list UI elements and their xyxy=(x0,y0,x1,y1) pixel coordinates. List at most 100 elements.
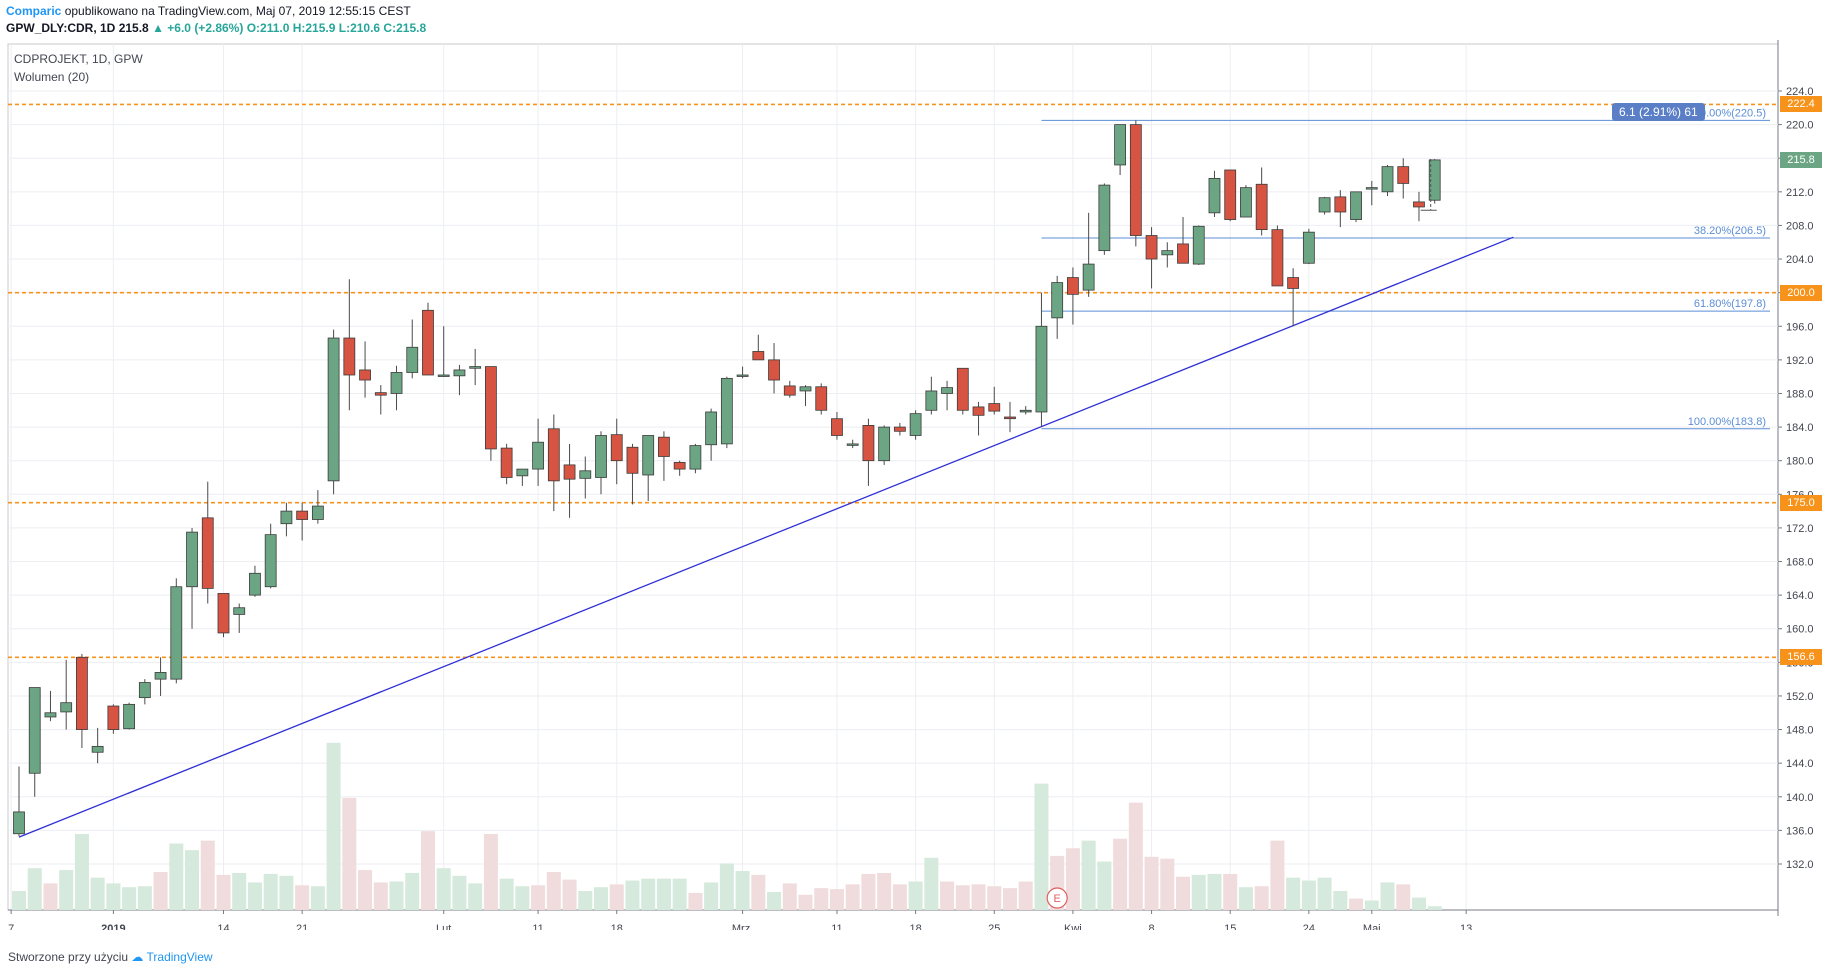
volume-bar xyxy=(656,878,671,910)
y-tick-label: 204.0 xyxy=(1786,254,1814,266)
x-tick-label: Mrz. xyxy=(732,923,753,930)
candle-body xyxy=(1350,191,1362,220)
volume-bar xyxy=(342,797,357,910)
x-tick-label: 8 xyxy=(1148,923,1154,930)
candle-body xyxy=(233,607,246,615)
volume-bar xyxy=(1270,840,1285,910)
y-tick-label: 168.0 xyxy=(1786,557,1814,569)
y-tick-label: 220.0 xyxy=(1786,120,1814,132)
trendline xyxy=(18,236,1514,838)
volume-bar xyxy=(216,874,231,910)
x-tick-label: 2019 xyxy=(101,923,125,930)
candle-body xyxy=(484,366,497,450)
author-link[interactable]: Comparic xyxy=(6,4,62,18)
volume-bar xyxy=(877,872,892,910)
candle-body xyxy=(893,426,906,432)
volume-bar xyxy=(924,857,939,910)
volume-bar xyxy=(829,889,844,910)
volume-bar xyxy=(263,873,278,910)
candle-body xyxy=(217,593,230,634)
candle-body xyxy=(595,435,607,478)
tradingview-link[interactable]: TradingView xyxy=(146,950,213,964)
volume-bar xyxy=(483,834,498,910)
candle-body xyxy=(1397,166,1410,184)
volume-bar xyxy=(1128,802,1143,910)
candle-body xyxy=(516,468,529,477)
x-tick-label: 25 xyxy=(988,923,1000,930)
candle-body xyxy=(956,367,969,411)
volume-bar xyxy=(373,882,388,910)
y-tick-label: 160.0 xyxy=(1786,624,1814,636)
chart-title: CDPROJEKT, 1D, GPW xyxy=(14,52,143,66)
y-tick-label: 208.0 xyxy=(1786,220,1814,232)
x-tick-label: 24 xyxy=(1303,923,1315,930)
candle-body xyxy=(831,418,843,436)
candle-body xyxy=(815,386,828,411)
candle-body xyxy=(626,446,639,474)
price-chart[interactable]: 224.0220.0216.0212.0208.0204.0200.0196.0… xyxy=(0,40,1828,930)
volume-bar xyxy=(185,850,200,910)
volume-bar xyxy=(955,885,970,910)
candle-body xyxy=(941,387,953,394)
volume-bar xyxy=(578,891,593,910)
volume-bar xyxy=(27,868,42,910)
candle-body xyxy=(768,359,780,381)
x-tick-label: 18 xyxy=(909,923,921,930)
candle-body xyxy=(689,445,702,470)
fib-level-label: 100.00%(183.8) xyxy=(1688,416,1766,428)
candle-body xyxy=(1192,225,1205,265)
candle-body xyxy=(1177,243,1189,264)
y-tick-label: 152.0 xyxy=(1786,691,1814,703)
volume-bar xyxy=(1065,848,1080,910)
volume-bar xyxy=(43,883,58,910)
volume-bar xyxy=(1097,861,1112,910)
candle-body xyxy=(1082,263,1095,291)
y-tick-label: 132.0 xyxy=(1786,859,1814,871)
candle-body xyxy=(1413,201,1425,208)
candle-body xyxy=(909,413,922,436)
volume-bar xyxy=(499,878,514,910)
volume-bar xyxy=(1427,906,1442,910)
candle-body xyxy=(1428,159,1441,201)
candle-body xyxy=(846,443,859,446)
volume-bar xyxy=(1396,884,1411,910)
tradingview-icon: ☁ xyxy=(131,950,144,964)
candle-body xyxy=(610,434,623,462)
y-tick-label: 212.0 xyxy=(1786,187,1814,199)
candle-body xyxy=(327,337,340,482)
candle-body xyxy=(296,510,309,520)
ticker: GPW_DLY:CDR, 1D xyxy=(6,21,116,35)
candle-body xyxy=(13,811,25,835)
y-tick-label: 172.0 xyxy=(1786,523,1814,535)
fib-level-label: 61.80%(197.8) xyxy=(1694,298,1766,310)
fib-level-label: 0.00%(220.5) xyxy=(1700,107,1766,119)
candle-body xyxy=(1287,277,1300,289)
volume-bar xyxy=(1349,898,1364,910)
volume-bar xyxy=(90,877,105,910)
candle-body xyxy=(862,425,875,462)
candle-body xyxy=(783,385,796,396)
candle-body xyxy=(1224,169,1237,220)
candle-body xyxy=(1114,124,1126,166)
candle-body xyxy=(201,517,214,589)
volume-bar xyxy=(1411,897,1426,910)
symbol-header: GPW_DLY:CDR, 1D 215.8 ▲ +6.0 (+2.86%) O:… xyxy=(6,21,426,35)
publish-info: Comparic opublikowano na TradingView.com… xyxy=(6,4,411,18)
candle-body xyxy=(925,390,938,411)
candle-body xyxy=(60,702,73,713)
candle-body xyxy=(720,377,733,445)
volume-bar xyxy=(625,880,640,910)
y-tick-label: 180.0 xyxy=(1786,456,1814,468)
candle-body xyxy=(453,369,466,377)
candle-body xyxy=(406,346,419,373)
candle-body xyxy=(1035,325,1048,413)
support-price-label: 175.0 xyxy=(1780,494,1822,511)
volume-bar xyxy=(1223,873,1238,910)
x-tick-label: 18 xyxy=(611,923,623,930)
candle-body xyxy=(673,461,686,470)
candle-body xyxy=(44,712,57,718)
x-tick-label: 11 xyxy=(831,923,842,930)
y-tick-label: 136.0 xyxy=(1786,825,1814,837)
candle-body xyxy=(1019,409,1032,413)
candle-body xyxy=(1255,183,1268,231)
